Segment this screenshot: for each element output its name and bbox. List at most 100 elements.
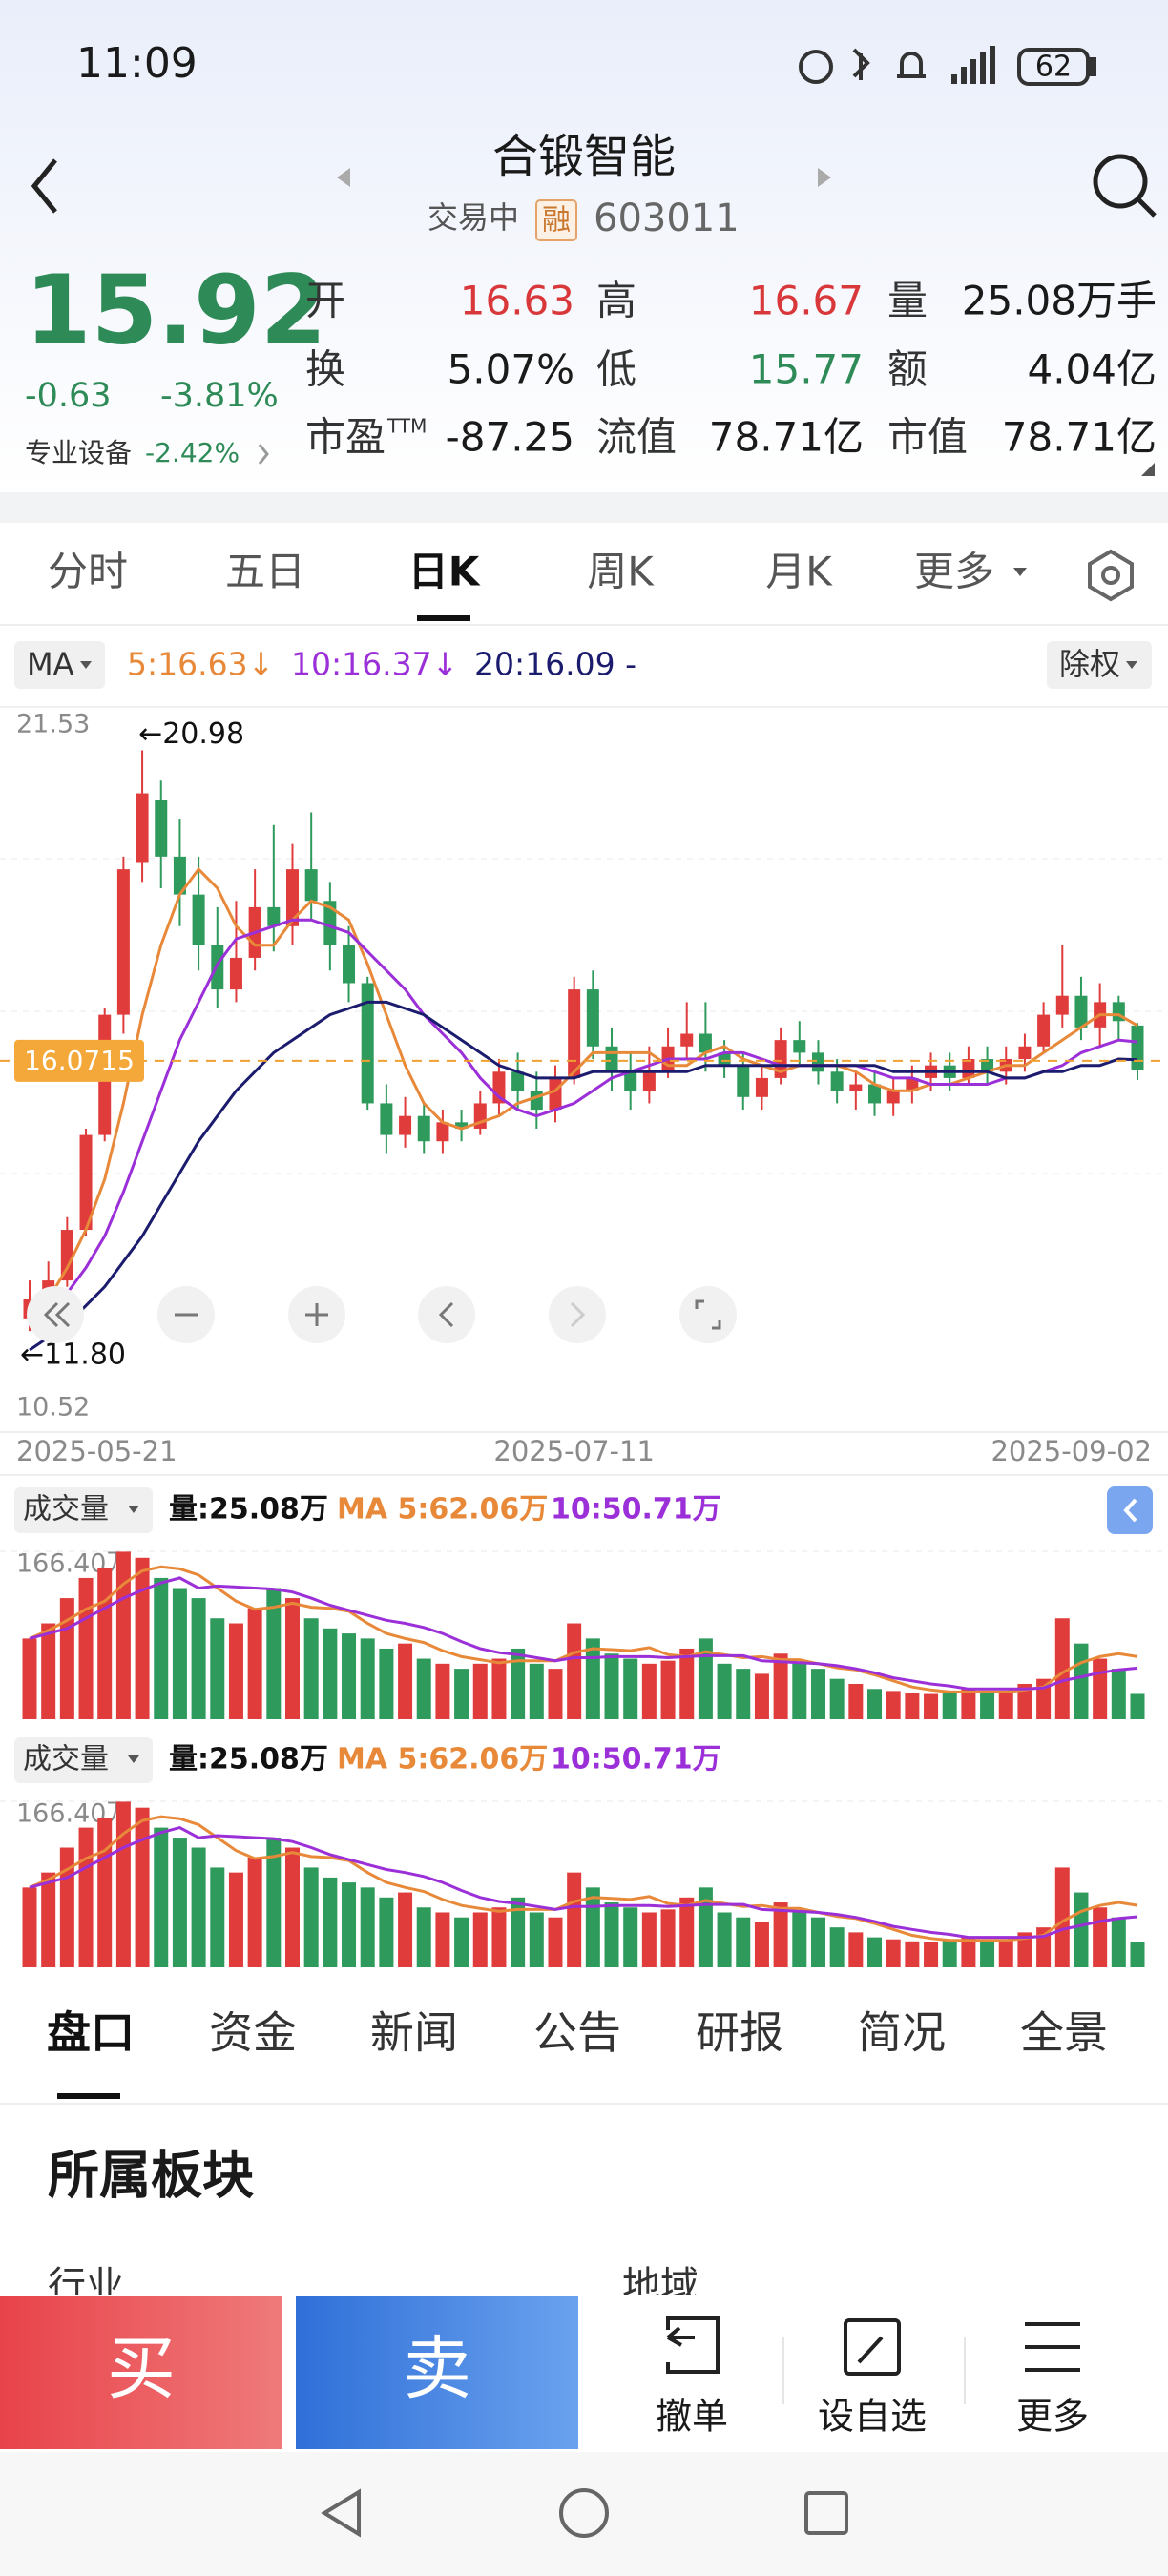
add-watchlist[interactable]: 设自选 xyxy=(818,2396,927,2438)
more-actions[interactable]: 更多 xyxy=(1016,2396,1089,2438)
status-icons xyxy=(799,46,1096,86)
last-price: 15.92 xyxy=(25,254,326,365)
sector-name[interactable]: 专业设备 xyxy=(25,437,132,468)
buy-button[interactable] xyxy=(0,2296,282,2449)
back-button[interactable] xyxy=(31,158,57,214)
low-annotation: ←11.80 xyxy=(20,1339,126,1372)
nav-back[interactable] xyxy=(321,2488,361,2538)
volume-select-bg[interactable] xyxy=(14,1737,153,1783)
volume-bar xyxy=(623,1907,638,1967)
fq-select-bg[interactable] xyxy=(1047,641,1152,689)
candle-body xyxy=(155,800,168,857)
candle-body xyxy=(549,1077,562,1111)
tab[interactable]: 五日 xyxy=(225,549,305,595)
tab[interactable]: 周K xyxy=(587,549,655,595)
sell-button[interactable] xyxy=(296,2296,578,2449)
volume-bar xyxy=(416,1907,431,1967)
stat-value: 5.07% xyxy=(448,346,574,393)
volume-bar xyxy=(266,1838,282,1967)
ma-select[interactable]: MA xyxy=(27,646,74,682)
volume-ma-legend: 10:50.71万 xyxy=(551,1493,721,1527)
fq-select[interactable]: 除权 xyxy=(1059,646,1120,682)
divider xyxy=(0,1431,1168,1433)
ma-legend-item: 10:16.37↓ xyxy=(291,646,458,683)
info-tab[interactable]: 资金 xyxy=(209,2007,297,2059)
stat-label-sup: TTM xyxy=(386,415,427,438)
next-stock[interactable] xyxy=(818,168,831,187)
info-tab[interactable]: 研报 xyxy=(696,2007,783,2059)
volume-bar xyxy=(247,1608,262,1719)
volume-title: 成交量 xyxy=(23,1743,109,1776)
collapse-button[interactable] xyxy=(1107,1486,1153,1534)
volume-bar xyxy=(210,1618,225,1719)
cancel-order[interactable]: 撤单 xyxy=(656,2396,728,2438)
info-tab[interactable]: 全景 xyxy=(1020,2007,1108,2059)
volume-ma-legend: 10:50.71万 xyxy=(551,1743,721,1776)
volume-bar xyxy=(360,1638,375,1719)
volume-bar xyxy=(228,1623,243,1719)
volume-bar xyxy=(1054,1867,1070,1967)
stat-value: 16.63 xyxy=(460,278,574,324)
stat-value: 78.71亿 xyxy=(1002,414,1157,461)
expand-corner[interactable] xyxy=(1141,463,1155,476)
volume-select-bg[interactable] xyxy=(14,1487,153,1533)
ma-line xyxy=(29,1000,1138,1352)
candle-body xyxy=(586,989,599,1047)
stat-label: 高 xyxy=(596,278,636,324)
caret xyxy=(128,1755,139,1763)
price-change: -0.63 xyxy=(25,377,112,415)
stat-label: 市值 xyxy=(887,414,968,461)
volume-bar xyxy=(115,1551,131,1719)
info-tab[interactable]: 简况 xyxy=(858,2007,946,2059)
price-change-pct: -3.81% xyxy=(160,377,279,415)
tab-active[interactable]: 日K xyxy=(408,549,481,595)
volume-bar xyxy=(905,1941,920,1967)
kline-chart: 10.52 21.53 16.0715 ←20.98 ←11.80 2025-05-21 2… xyxy=(0,710,1168,1967)
volume-bar xyxy=(284,1598,300,1719)
stat-label: 市盈 xyxy=(305,414,386,461)
candle-body xyxy=(962,1059,975,1078)
info-tab[interactable]: 公告 xyxy=(533,2007,621,2059)
step-left[interactable] xyxy=(418,1286,475,1343)
volume-bar xyxy=(810,1669,825,1719)
nav-recent[interactable] xyxy=(804,2491,848,2535)
settings-button[interactable] xyxy=(1088,549,1134,602)
stat-label: 量 xyxy=(887,278,928,324)
step-right[interactable] xyxy=(549,1286,606,1343)
volume-bar xyxy=(472,1912,488,1967)
period-tabs: 分时 五日 日K 周K 月K 更多 xyxy=(48,549,994,595)
volume-bar xyxy=(754,1922,769,1967)
y-tick-label: 166.40万 xyxy=(16,1549,132,1579)
sector-change: -2.42% xyxy=(145,437,240,468)
fullscreen[interactable] xyxy=(679,1286,737,1343)
candle-body xyxy=(774,1040,787,1078)
tab[interactable]: 月K xyxy=(765,549,833,595)
info-tab-active[interactable]: 盘口 xyxy=(47,2007,135,2059)
ma-select-bg[interactable] xyxy=(14,641,105,689)
stat-label: 额 xyxy=(887,346,928,393)
info-tab[interactable]: 新闻 xyxy=(370,2007,458,2059)
volume-bar xyxy=(961,1689,976,1719)
candle-body xyxy=(417,1115,430,1142)
volume-bar xyxy=(924,1942,939,1967)
prev-stock[interactable] xyxy=(337,168,350,187)
volume-bar xyxy=(529,1663,544,1719)
search-button[interactable] xyxy=(1093,154,1157,218)
volume-bar xyxy=(641,1663,657,1719)
volume-bar xyxy=(416,1658,431,1719)
volume-bar xyxy=(191,1598,206,1719)
volume-bar xyxy=(342,1633,357,1719)
volume-bar xyxy=(867,1937,883,1967)
candle-body xyxy=(868,1084,882,1104)
candle-body xyxy=(680,1033,694,1047)
candle-body xyxy=(642,1071,656,1091)
nav-home[interactable] xyxy=(559,2488,609,2538)
tab[interactable]: 更多 xyxy=(914,549,994,595)
volume-ma-legend: MA 5:62.06万 xyxy=(337,1743,548,1776)
tab[interactable]: 分时 xyxy=(48,549,128,595)
stat-value: -87.25 xyxy=(446,414,574,461)
candle-body xyxy=(192,894,205,945)
volume-bar xyxy=(435,1912,450,1967)
volume-label: 量:25.08万 xyxy=(169,1493,328,1527)
